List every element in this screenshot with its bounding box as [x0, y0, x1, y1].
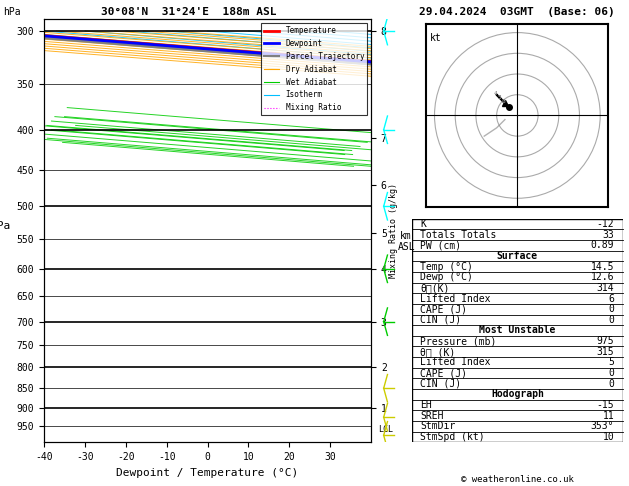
Text: 314: 314 — [597, 283, 615, 293]
Text: Surface: Surface — [497, 251, 538, 261]
Y-axis label: km
ASL: km ASL — [398, 231, 415, 252]
Text: 315: 315 — [597, 347, 615, 357]
Text: 4: 4 — [493, 91, 497, 96]
Text: CAPE (J): CAPE (J) — [420, 304, 467, 314]
Text: 29.04.2024  03GMT  (Base: 06): 29.04.2024 03GMT (Base: 06) — [419, 7, 615, 17]
Text: 33: 33 — [603, 230, 615, 240]
Text: 0: 0 — [608, 304, 615, 314]
Text: 0: 0 — [608, 368, 615, 378]
Text: StmDir: StmDir — [420, 421, 455, 431]
Text: Hodograph: Hodograph — [491, 389, 544, 399]
Text: 3: 3 — [498, 95, 501, 100]
Text: 10: 10 — [603, 432, 615, 442]
Text: 0: 0 — [608, 315, 615, 325]
Text: EH: EH — [420, 400, 432, 410]
Text: PW (cm): PW (cm) — [420, 240, 462, 250]
Text: 30°08'N  31°24'E  188m ASL: 30°08'N 31°24'E 188m ASL — [101, 7, 277, 17]
Text: θᴇ(K): θᴇ(K) — [420, 283, 450, 293]
Text: 14.5: 14.5 — [591, 261, 615, 272]
Text: 975: 975 — [597, 336, 615, 346]
X-axis label: Dewpoint / Temperature (°C): Dewpoint / Temperature (°C) — [116, 468, 299, 478]
Text: 11: 11 — [603, 411, 615, 421]
Text: 0: 0 — [608, 379, 615, 389]
Legend: Temperature, Dewpoint, Parcel Trajectory, Dry Adiabat, Wet Adiabat, Isotherm, Mi: Temperature, Dewpoint, Parcel Trajectory… — [261, 23, 367, 115]
Text: Lifted Index: Lifted Index — [420, 357, 491, 367]
Text: kt: kt — [430, 33, 442, 43]
Text: K: K — [420, 219, 426, 229]
Text: CIN (J): CIN (J) — [420, 379, 462, 389]
Text: CIN (J): CIN (J) — [420, 315, 462, 325]
Text: 6: 6 — [501, 99, 505, 104]
Text: Most Unstable: Most Unstable — [479, 326, 555, 335]
Text: StmSpd (kt): StmSpd (kt) — [420, 432, 485, 442]
Text: CAPE (J): CAPE (J) — [420, 368, 467, 378]
Text: © weatheronline.co.uk: © weatheronline.co.uk — [460, 474, 574, 484]
Text: -15: -15 — [597, 400, 615, 410]
Text: Dewp (°C): Dewp (°C) — [420, 272, 473, 282]
Text: 353°: 353° — [591, 421, 615, 431]
Text: 6: 6 — [608, 294, 615, 304]
Text: 5: 5 — [498, 95, 501, 100]
Text: hPa: hPa — [3, 7, 21, 17]
Text: Temp (°C): Temp (°C) — [420, 261, 473, 272]
Text: θᴇ (K): θᴇ (K) — [420, 347, 455, 357]
Text: SREH: SREH — [420, 411, 444, 421]
Text: Mixing Ratio (g/kg): Mixing Ratio (g/kg) — [389, 183, 398, 278]
Text: 0.89: 0.89 — [591, 240, 615, 250]
Text: -12: -12 — [597, 219, 615, 229]
Text: 5: 5 — [608, 357, 615, 367]
Text: LCL: LCL — [377, 425, 392, 434]
Text: Lifted Index: Lifted Index — [420, 294, 491, 304]
Text: Totals Totals: Totals Totals — [420, 230, 497, 240]
Y-axis label: hPa: hPa — [0, 221, 10, 231]
Text: Pressure (mb): Pressure (mb) — [420, 336, 497, 346]
Text: 2: 2 — [501, 99, 505, 104]
Text: 12.6: 12.6 — [591, 272, 615, 282]
